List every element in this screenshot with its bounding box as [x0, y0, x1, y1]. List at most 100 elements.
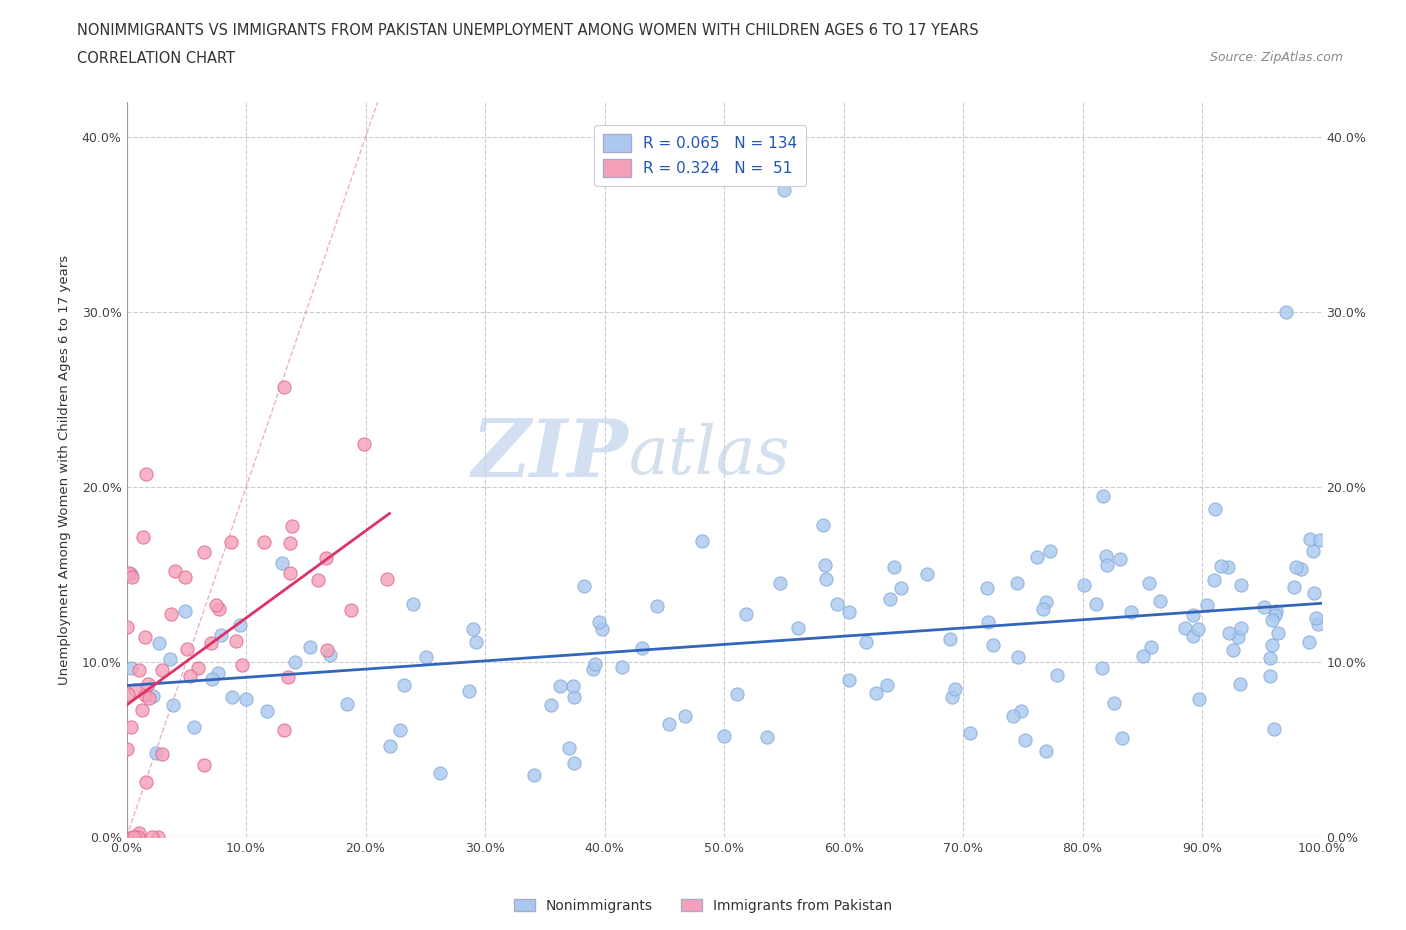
- Point: [340, 603, 363, 618]
- Point: [1182, 629, 1205, 644]
- Point: [787, 621, 810, 636]
- Point: [735, 606, 758, 621]
- Point: [159, 651, 181, 666]
- Point: [976, 615, 998, 630]
- Point: [1264, 608, 1286, 623]
- Point: [1014, 733, 1036, 748]
- Point: [145, 746, 167, 761]
- Point: [540, 698, 562, 712]
- Point: [1007, 649, 1029, 664]
- Point: [131, 529, 153, 544]
- Point: [631, 641, 654, 656]
- Point: [284, 655, 307, 670]
- Point: [120, 566, 142, 581]
- Point: [273, 379, 295, 394]
- Point: [981, 637, 1004, 652]
- Point: [1139, 639, 1161, 654]
- Point: [1264, 604, 1286, 618]
- Point: [548, 678, 571, 693]
- Point: [713, 729, 735, 744]
- Point: [879, 591, 901, 606]
- Point: [562, 689, 585, 704]
- Point: [588, 614, 610, 629]
- Point: [375, 572, 398, 587]
- Point: [1267, 626, 1289, 641]
- Point: [162, 698, 184, 712]
- Point: [1095, 557, 1118, 572]
- Point: [838, 672, 860, 687]
- Point: [813, 517, 835, 532]
- Point: [135, 467, 157, 482]
- Point: [1298, 531, 1320, 546]
- Point: [582, 662, 605, 677]
- Point: [200, 636, 222, 651]
- Point: [725, 686, 748, 701]
- Point: [205, 598, 228, 613]
- Point: [135, 775, 157, 790]
- Point: [281, 519, 304, 534]
- Point: [415, 649, 437, 664]
- Point: [838, 604, 860, 619]
- Point: [388, 722, 411, 737]
- Point: [235, 691, 257, 706]
- Point: [273, 722, 295, 737]
- Point: [941, 689, 963, 704]
- Point: [253, 534, 276, 549]
- Point: [769, 576, 792, 591]
- Point: [883, 559, 905, 574]
- Point: [229, 618, 252, 632]
- Point: [1305, 611, 1327, 626]
- Point: [378, 738, 401, 753]
- Point: [138, 691, 160, 706]
- Point: [814, 557, 837, 572]
- Point: [1258, 669, 1281, 684]
- Point: [1005, 576, 1028, 591]
- Point: [1298, 634, 1320, 649]
- Point: [118, 566, 141, 581]
- Point: [523, 768, 546, 783]
- Point: [1001, 709, 1024, 724]
- Point: [187, 660, 209, 675]
- Point: [256, 704, 278, 719]
- Point: [1010, 704, 1032, 719]
- Point: [1308, 617, 1330, 631]
- Point: [115, 741, 138, 756]
- Point: [457, 684, 479, 698]
- Point: [150, 747, 173, 762]
- Point: [1132, 649, 1154, 664]
- Text: Source: ZipAtlas.com: Source: ZipAtlas.com: [1209, 51, 1343, 64]
- Point: [1095, 549, 1118, 564]
- Point: [1102, 696, 1125, 711]
- Legend: R = 0.065   N = 134, R = 0.324   N =  51: R = 0.065 N = 134, R = 0.324 N = 51: [595, 125, 806, 186]
- Point: [231, 658, 253, 672]
- Point: [572, 578, 595, 593]
- Point: [1309, 532, 1331, 547]
- Point: [562, 756, 585, 771]
- Point: [1285, 560, 1308, 575]
- Point: [402, 596, 425, 611]
- Point: [1204, 502, 1226, 517]
- Point: [1111, 731, 1133, 746]
- Point: [148, 635, 170, 650]
- Point: [1218, 626, 1240, 641]
- Point: [353, 436, 375, 451]
- Point: [561, 679, 583, 694]
- Point: [1181, 607, 1204, 622]
- Point: [207, 665, 229, 680]
- Point: [277, 669, 299, 684]
- Point: [1137, 576, 1160, 591]
- Point: [1230, 620, 1253, 635]
- Point: [865, 685, 887, 700]
- Point: [1216, 559, 1239, 574]
- Point: [121, 569, 143, 584]
- Point: [1229, 578, 1251, 592]
- Point: [959, 725, 981, 740]
- Point: [278, 565, 301, 580]
- Point: [278, 536, 301, 551]
- Point: [127, 830, 149, 844]
- Point: [120, 660, 142, 675]
- Point: [131, 702, 153, 717]
- Point: [336, 697, 359, 711]
- Point: [179, 669, 201, 684]
- Point: [117, 619, 139, 634]
